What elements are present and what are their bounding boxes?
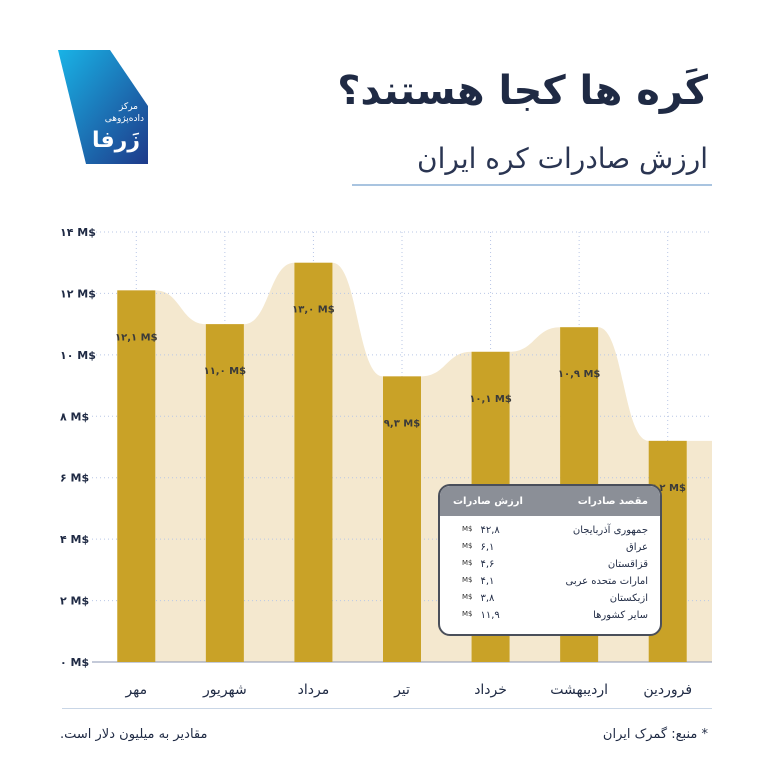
unit-label: M$ (462, 542, 473, 550)
table-header: مقصد صادرات ارزش صادرات (440, 486, 660, 516)
zarfa-logo: مرکز داده‌پژوهی زَرفا (52, 48, 164, 166)
y-tick-label: ۲ M$ (60, 595, 89, 608)
bar (117, 290, 156, 662)
unit-label: M$ (462, 525, 473, 533)
unit-label: M$ (462, 593, 473, 601)
y-tick-label: ۰ M$ (60, 656, 89, 669)
bar (383, 376, 421, 662)
value-number: ۴,۱ (480, 576, 495, 587)
y-tick-label: ۸ M$ (60, 410, 89, 423)
country-name: سایر کشورها (593, 610, 648, 621)
bar-value-label: ۹,۳ M$ (384, 418, 420, 429)
unit-label: M$ (462, 576, 473, 584)
x-tick-label: خرداد (474, 682, 507, 698)
bar (205, 324, 244, 662)
country-name: ازبکستان (609, 593, 648, 604)
value-number: ۱۱,۹ (480, 610, 500, 621)
header-country: مقصد صادرات (577, 495, 648, 507)
x-tick-label: تیر (393, 682, 410, 698)
value-number: ۳,۸ (480, 593, 495, 604)
export-value: M$ ۴۲,۸ (462, 525, 520, 536)
country-name: امارات متحده عربی (565, 576, 648, 587)
export-destination-table: مقصد صادرات ارزش صادرات جمهوری آذربایجان… (438, 484, 662, 636)
country-name: عراق (625, 542, 648, 553)
page-subtitle: ارزش صادرات کره ایران (417, 142, 708, 175)
logo-line1: مرکز (118, 102, 138, 112)
value-number: ۴۲,۸ (480, 525, 500, 536)
bar-value-label: ۱۳,۰ M$ (292, 305, 335, 316)
y-tick-label: ۱۴ M$ (60, 226, 96, 239)
logo-shape (58, 50, 148, 164)
table-row: قزاقستان M$ ۴,۶ (440, 556, 660, 573)
export-value: M$ ۴,۱ (462, 576, 520, 587)
x-tick-label: اردیبهشت (550, 682, 608, 698)
x-tick-label: فروردین (643, 682, 692, 698)
table-row: ازبکستان M$ ۳,۸ (440, 590, 660, 607)
table-row: عراق M$ ۶,۱ (440, 539, 660, 556)
bar-value-label: ۱۰,۹ M$ (558, 369, 601, 380)
value-number: ۶,۱ (480, 542, 495, 553)
logo-line2: داده‌پژوهی (104, 114, 144, 124)
units-note: مقادیر به میلیون دلار است. (60, 727, 208, 742)
source-note: * منبع: گمرک ایران (602, 727, 708, 742)
x-tick-label: مرداد (298, 682, 330, 698)
page-title: کَره ها کجا هستند؟ (337, 68, 708, 114)
export-value: M$ ۶,۱ (462, 542, 520, 553)
export-value: M$ ۱۱,۹ (462, 610, 520, 621)
table-body: جمهوری آذربایجان M$ ۴۲,۸ عراق M$ ۶,۱ قزاقستان M… (440, 516, 660, 624)
export-value: M$ ۳,۸ (462, 593, 520, 604)
table-row: امارات متحده عربی M$ ۴,۱ (440, 573, 660, 590)
footer-divider (62, 708, 712, 709)
logo-name: زَرفا (92, 128, 140, 153)
table-row: سایر کشورها M$ ۱۱,۹ (440, 607, 660, 624)
country-name: جمهوری آذربایجان (572, 525, 648, 536)
bar-value-label: ۱۲,۱ M$ (115, 332, 158, 343)
y-tick-label: ۱۰ M$ (60, 349, 96, 362)
table-row: جمهوری آذربایجان M$ ۴۲,۸ (440, 522, 660, 539)
header-value: ارزش صادرات (452, 495, 523, 507)
y-tick-label: ۱۲ M$ (60, 287, 96, 300)
bar (294, 262, 333, 662)
unit-label: M$ (462, 559, 473, 567)
y-tick-label: ۶ M$ (60, 472, 89, 485)
export-value: M$ ۴,۶ (462, 559, 520, 570)
value-number: ۴,۶ (480, 559, 495, 570)
country-name: قزاقستان (607, 559, 648, 570)
x-tick-label: شهریور (202, 682, 247, 698)
bar-value-label: ۷,۲ M$ (650, 483, 686, 494)
bar-value-label: ۱۰,۱ M$ (469, 394, 512, 405)
y-tick-label: ۴ M$ (60, 533, 89, 546)
bar-value-label: ۱۱,۰ M$ (204, 366, 247, 377)
title-divider (352, 184, 712, 186)
unit-label: M$ (462, 610, 473, 618)
x-tick-label: مهر (124, 682, 147, 698)
